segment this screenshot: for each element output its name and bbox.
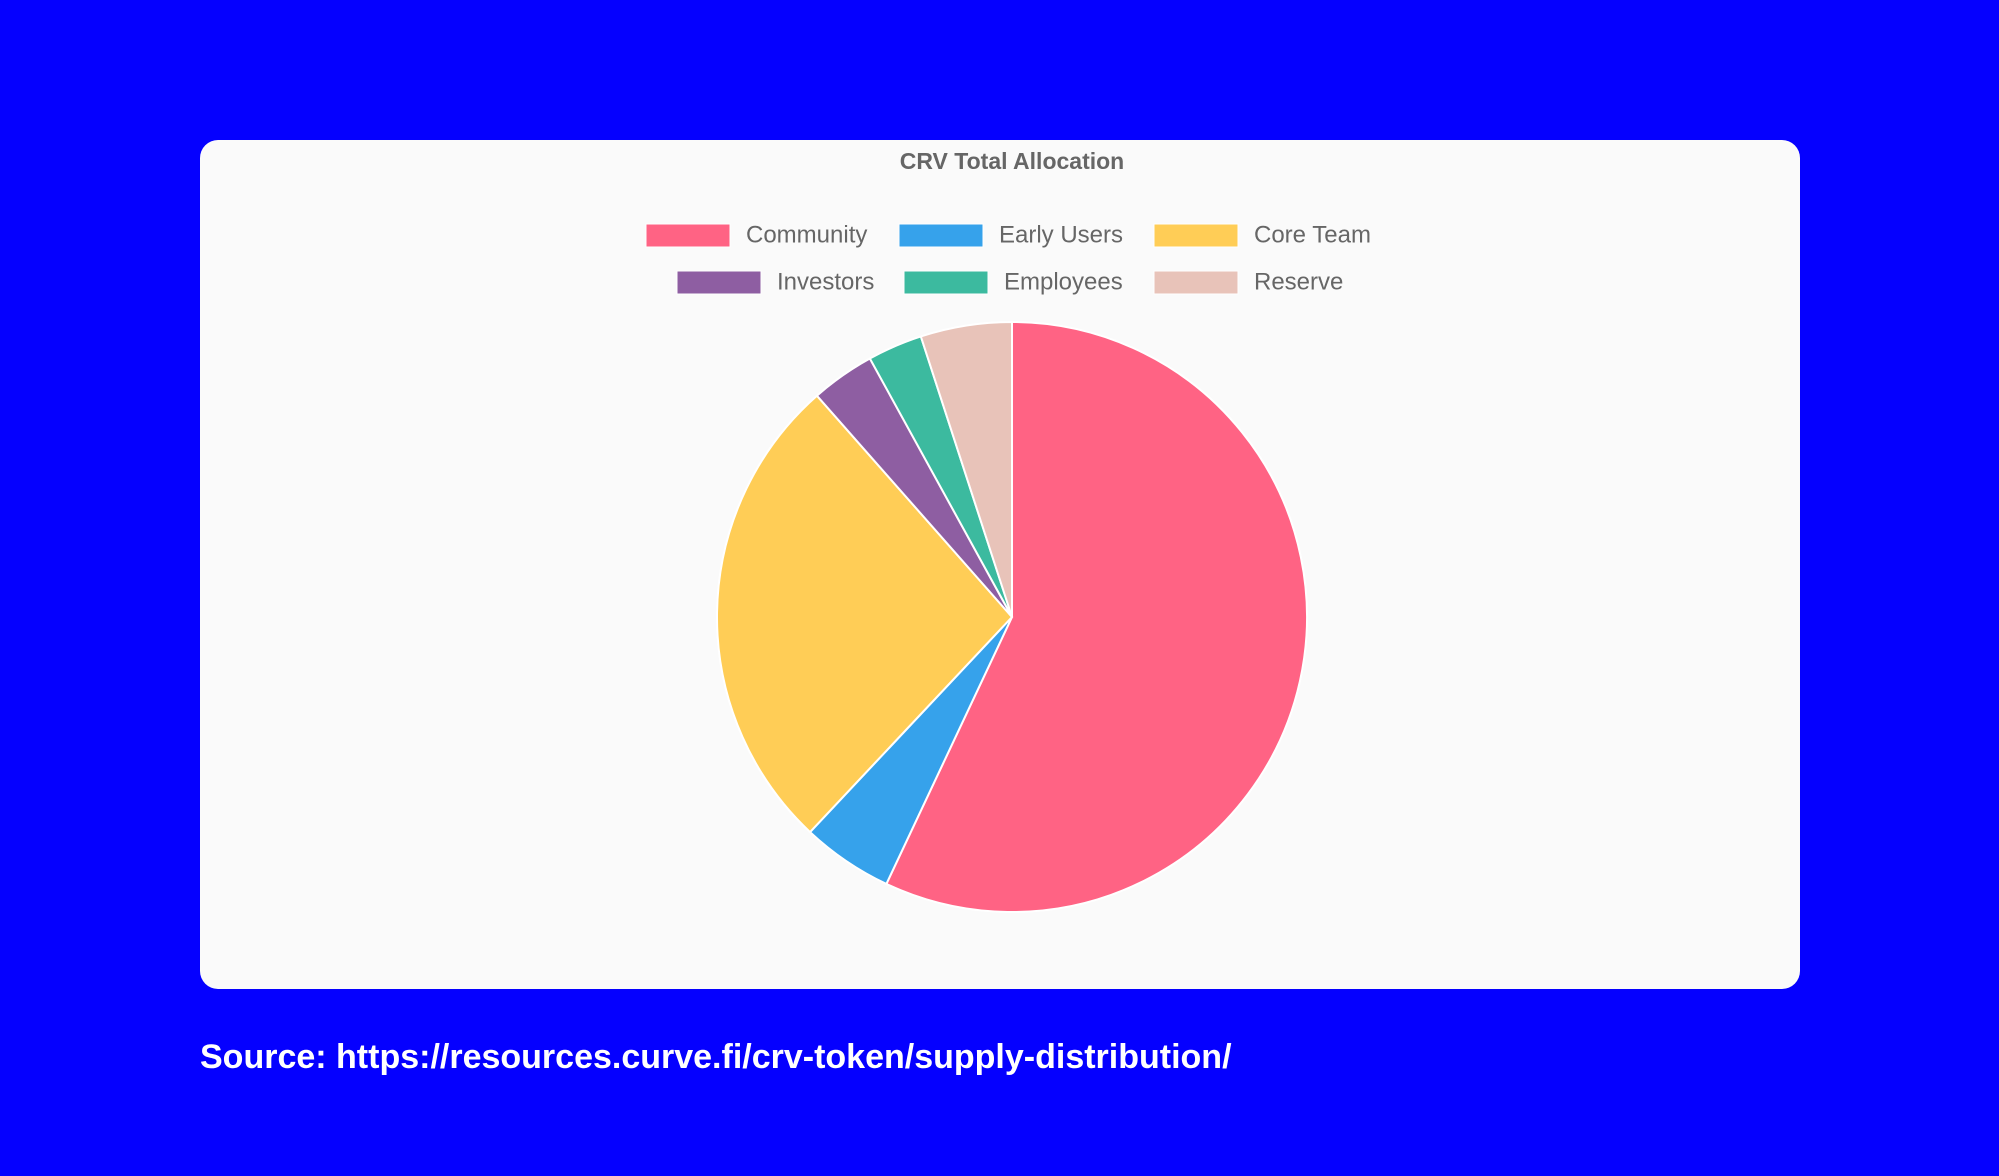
legend-label: Investors [777, 268, 874, 295]
pie-slice [716, 394, 1014, 834]
pie-slice [919, 320, 1013, 618]
chart-title: CRV Total Allocation [900, 148, 1124, 174]
legend-label: Employees [1004, 268, 1123, 295]
legend-swatch [1153, 270, 1239, 295]
legend-swatch [676, 270, 762, 295]
legend-swatch [645, 223, 731, 248]
legend-swatch [898, 223, 984, 248]
legend-swatch [1153, 223, 1239, 248]
source: Source: https://resources.curve.fi/crv-t… [200, 1038, 1232, 1076]
pie-slice [885, 320, 1308, 913]
legend-label: Community [746, 221, 867, 248]
legend-label: Early Users [999, 221, 1123, 248]
legend-label: Core Team [1254, 221, 1371, 248]
legend-swatch [903, 270, 989, 295]
legend-label: Reserve [1254, 268, 1343, 295]
